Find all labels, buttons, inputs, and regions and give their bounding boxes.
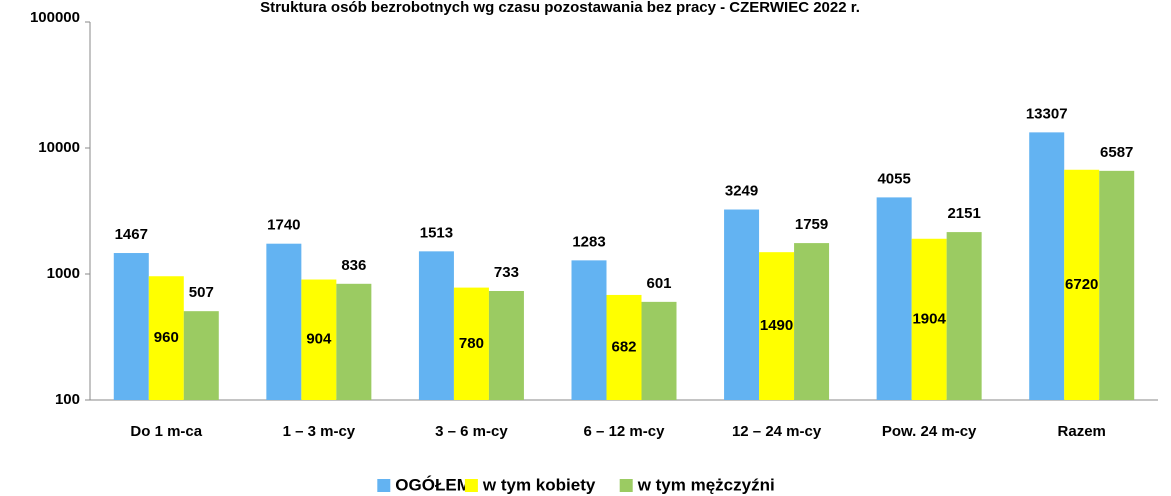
bar xyxy=(911,238,947,400)
bar xyxy=(641,301,677,400)
data-label: 6587 xyxy=(1100,144,1133,161)
bar xyxy=(876,197,912,400)
data-label: 13307 xyxy=(1026,105,1068,122)
data-label: 960 xyxy=(154,329,179,346)
data-label: 780 xyxy=(459,335,484,352)
y-tick-label: 10000 xyxy=(38,139,80,156)
x-tick-label: Razem xyxy=(1058,423,1106,440)
x-tick-label: 6 – 12 m-cy xyxy=(584,423,666,440)
y-tick-label: 1000 xyxy=(47,265,80,282)
bar xyxy=(606,294,642,400)
x-tick-label: Pow. 24 m-cy xyxy=(882,423,977,440)
bar xyxy=(724,209,760,400)
legend-swatch xyxy=(464,479,478,492)
data-label: 1740 xyxy=(267,217,300,234)
bar xyxy=(794,243,830,400)
bar xyxy=(488,290,524,400)
data-label: 1904 xyxy=(912,310,946,327)
data-label: 2151 xyxy=(947,205,980,222)
data-label: 682 xyxy=(611,338,636,355)
data-label: 1467 xyxy=(115,226,148,243)
y-tick-label: 100000 xyxy=(30,9,80,26)
bar xyxy=(571,260,607,400)
data-label: 6720 xyxy=(1065,276,1098,293)
legend-swatch xyxy=(377,479,391,492)
bar xyxy=(1064,169,1100,400)
bar xyxy=(183,311,219,400)
data-label: 3249 xyxy=(725,182,758,199)
bar xyxy=(1029,132,1065,400)
data-label: 1759 xyxy=(795,216,828,233)
legend-label: w tym kobiety xyxy=(482,475,596,494)
bar xyxy=(301,279,337,400)
bar xyxy=(453,287,489,400)
data-label: 1513 xyxy=(420,224,453,241)
data-label: 733 xyxy=(494,264,519,281)
bar xyxy=(946,232,982,400)
x-tick-label: 3 – 6 m-cy xyxy=(435,423,508,440)
y-tick-label: 100 xyxy=(55,391,80,408)
data-label: 601 xyxy=(646,275,671,292)
bar xyxy=(148,276,184,400)
bar xyxy=(759,252,795,400)
legend-label: w tym mężczyźni xyxy=(637,475,775,494)
data-label: 1490 xyxy=(760,317,793,334)
bar xyxy=(1099,170,1135,400)
bar xyxy=(418,251,454,400)
x-tick-label: Do 1 m-ca xyxy=(130,423,202,440)
legend-swatch xyxy=(619,479,633,492)
data-label: 836 xyxy=(341,257,366,274)
data-label: 4055 xyxy=(877,170,910,187)
x-tick-label: 12 – 24 m-cy xyxy=(732,423,822,440)
legend-label: OGÓŁEM xyxy=(395,475,471,494)
data-label: 1283 xyxy=(572,233,605,250)
bar xyxy=(336,283,372,400)
data-label: 904 xyxy=(306,331,332,348)
bar xyxy=(266,243,302,400)
data-label: 507 xyxy=(189,284,214,301)
chart-title: Struktura osób bezrobotnych wg czasu poz… xyxy=(260,0,860,16)
x-tick-label: 1 – 3 m-cy xyxy=(283,423,356,440)
bar xyxy=(113,253,149,400)
